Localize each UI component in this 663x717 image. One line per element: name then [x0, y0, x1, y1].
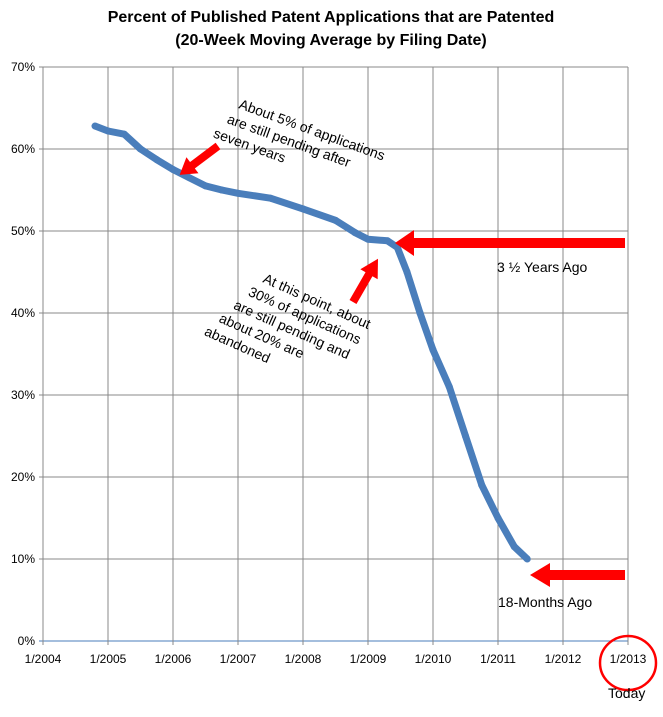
chart-title-line-2: (20-Week Moving Average by Filing Date) — [175, 32, 486, 49]
x-tick-label: 1/2008 — [285, 652, 322, 666]
data-point — [332, 217, 339, 224]
data-point — [153, 156, 160, 163]
y-tick-label: 0% — [18, 634, 36, 648]
patent-chart: Percent of Published Patent Applications… — [0, 0, 663, 717]
data-point — [365, 236, 372, 243]
data-point — [524, 556, 531, 563]
x-tick-label: 1/2009 — [350, 652, 387, 666]
data-point — [430, 346, 437, 353]
y-tick-label: 60% — [11, 142, 35, 156]
x-tick-label: 1/2011 — [480, 652, 516, 666]
arrow-three-half-up-icon — [344, 254, 386, 307]
x-tick-label: 1/2013 — [610, 652, 647, 666]
data-point — [137, 146, 144, 153]
data-point — [218, 187, 225, 194]
y-tick-label: 10% — [11, 552, 35, 566]
chart-container: Percent of Published Patent Applications… — [0, 0, 663, 717]
data-point — [404, 269, 411, 276]
data-point — [92, 123, 99, 130]
x-tick-label: 1/2010 — [415, 652, 452, 666]
data-point — [511, 543, 518, 550]
data-point — [170, 166, 177, 173]
label-today: Today — [608, 685, 645, 701]
x-tick-label: 1/2005 — [90, 652, 127, 666]
data-point — [495, 515, 502, 522]
y-tick-label: 30% — [11, 388, 35, 402]
x-tick-label: 1/2012 — [545, 652, 582, 666]
data-point — [462, 433, 469, 440]
data-point — [105, 127, 112, 134]
data-point — [235, 190, 242, 197]
x-tick-label: 1/2006 — [155, 652, 192, 666]
x-tick-label: 1/2004 — [25, 652, 62, 666]
data-point — [446, 383, 453, 390]
y-tick-label: 20% — [11, 470, 35, 484]
arrow-three-half-years-icon — [395, 230, 625, 256]
data-point — [417, 310, 424, 317]
data-point — [384, 237, 391, 244]
chart-title-line-1: Percent of Published Patent Applications… — [108, 9, 555, 26]
data-point — [352, 229, 359, 236]
data-point — [121, 131, 128, 138]
data-point — [478, 482, 485, 489]
y-tick-label: 70% — [11, 60, 35, 74]
label-eighteen-months-ago: 18-Months Ago — [498, 594, 592, 610]
label-three-half-years-ago: 3 ½ Years Ago — [497, 259, 588, 275]
arrow-eighteen-months-icon — [530, 563, 625, 587]
y-tick-label: 50% — [11, 224, 35, 238]
data-point — [186, 174, 193, 181]
data-point — [202, 182, 209, 189]
x-tick-label: 1/2007 — [220, 652, 257, 666]
y-tick-label: 40% — [11, 306, 35, 320]
data-point — [267, 195, 274, 202]
data-point — [300, 205, 307, 212]
annotation-three-half-years: At this point, about 30% of applications… — [202, 257, 373, 398]
